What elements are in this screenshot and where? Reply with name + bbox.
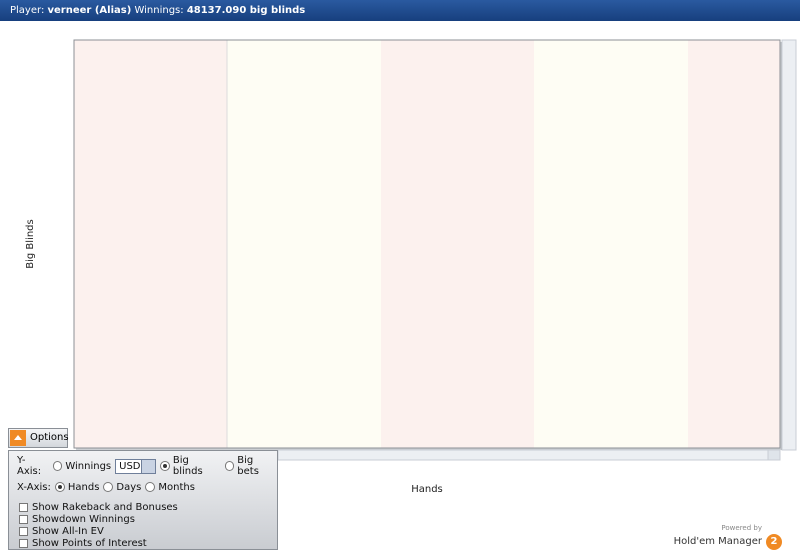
x-axis-title: Hands xyxy=(411,484,443,495)
branding: Powered by Hold'em Manager 2 xyxy=(673,524,782,550)
checkbox-label: Show Points of Interest xyxy=(32,537,147,549)
band xyxy=(688,40,780,448)
checkbox-label: Show All-In EV xyxy=(32,525,104,537)
plot-frame xyxy=(73,39,781,449)
checkbox[interactable] xyxy=(19,538,28,548)
currency-select[interactable]: USD xyxy=(115,458,157,474)
radio[interactable] xyxy=(145,482,156,492)
version-badge: 2 xyxy=(766,534,782,550)
checkbox-row[interactable]: Show Rakeback and Bonuses xyxy=(19,501,178,513)
y-axis-title: Big Blinds xyxy=(25,219,36,268)
checkbox[interactable] xyxy=(19,502,28,512)
plot-bands xyxy=(74,40,780,448)
product-name: Hold'em Manager xyxy=(673,536,762,547)
radio-label: Winnings xyxy=(65,460,112,472)
x-axis-row: X-Axis: Hands Days Months xyxy=(17,479,195,495)
checkbox[interactable] xyxy=(19,514,28,524)
checkbox-label: Showdown Winnings xyxy=(32,513,135,525)
options-button[interactable]: Options xyxy=(8,428,69,448)
radio[interactable] xyxy=(54,482,65,492)
band xyxy=(534,40,688,448)
checkbox[interactable] xyxy=(19,526,28,536)
radio-label: Months xyxy=(158,481,195,493)
band xyxy=(381,40,534,448)
header-bar: Player: verneer (Alias) Winnings: 48137.… xyxy=(0,0,800,21)
winnings: 48137.090 big blinds xyxy=(186,5,306,16)
radio-label: Days xyxy=(116,481,142,493)
checkbox-row[interactable]: Showdown Winnings xyxy=(19,513,135,525)
icon xyxy=(10,430,26,446)
radio[interactable] xyxy=(160,461,170,471)
button-label: Options xyxy=(30,432,69,443)
radio-label: Hands xyxy=(67,481,100,493)
checkbox-row[interactable]: Show All-In EV xyxy=(19,525,104,537)
label: Player: xyxy=(10,5,45,16)
checkbox-label: Show Rakeback and Bonuses xyxy=(32,501,178,513)
checkbox-row[interactable]: Show Points of Interest xyxy=(19,537,147,549)
v-scrollbar[interactable] xyxy=(781,39,797,451)
radio[interactable] xyxy=(103,482,114,492)
options-panel: Y-Axis: Winnings USD Big blinds Big bets… xyxy=(8,450,278,550)
player-name: verneer (Alias) xyxy=(47,5,132,16)
radio-label: Big bets xyxy=(237,455,259,477)
radio[interactable] xyxy=(224,461,235,471)
h-scrollbar[interactable] xyxy=(277,449,769,461)
radio[interactable] xyxy=(52,461,63,471)
scroll-arrow[interactable] xyxy=(767,449,781,461)
band xyxy=(227,40,381,448)
band xyxy=(74,40,227,448)
label: Y-Axis: xyxy=(17,455,42,477)
powered-by: Powered by xyxy=(721,524,762,532)
label: Winnings: xyxy=(134,5,184,16)
radio-label: Big blinds xyxy=(172,455,203,477)
label: X-Axis: xyxy=(17,481,51,493)
y-axis-row: Y-Axis: Winnings USD Big blinds Big bets xyxy=(17,455,277,477)
